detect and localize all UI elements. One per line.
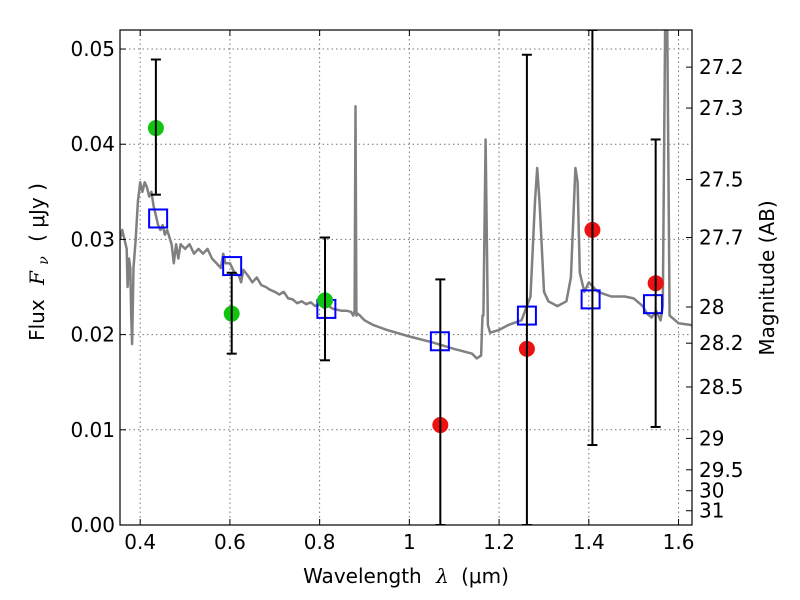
x-tick-label: 0.4 <box>124 530 156 554</box>
y-axis-label-text: Flux <box>25 299 49 341</box>
y-tick-label: 0.04 <box>70 132 115 156</box>
x-tick-label: 1.6 <box>663 530 695 554</box>
x-tick-label: 0.8 <box>304 530 336 554</box>
y-tick-label: 0.05 <box>70 37 115 61</box>
y2-tick-label: 27.2 <box>699 55 744 79</box>
y2-tick-label: 27.7 <box>699 226 744 250</box>
y2-tick-label: 30 <box>699 479 724 503</box>
model-point <box>148 208 169 229</box>
y2-tick-label: 31 <box>699 499 724 523</box>
grid <box>120 30 692 526</box>
x-tick-label: 1 <box>403 530 416 554</box>
spectrum-line <box>120 30 692 360</box>
x-axis-label-unit: (μm) <box>461 564 509 588</box>
plot-frame <box>119 29 693 526</box>
y-tick-label: 0.03 <box>70 227 115 251</box>
x-axis-label-text: Wavelength <box>303 564 422 588</box>
y2-tick-label: 28.5 <box>699 375 744 399</box>
y2-tick-label: 29 <box>699 426 724 450</box>
x-tick-label: 0.6 <box>214 530 246 554</box>
x-tick-label: 1.2 <box>483 530 515 554</box>
y-axis-label-unit: ( μJy ) <box>25 183 49 242</box>
y2-tick-label: 29.5 <box>699 458 744 482</box>
y2-tick-label: 28 <box>699 295 724 319</box>
y-axis-label-symbol: F <box>25 270 49 286</box>
y-tick-label: 0.02 <box>70 323 115 347</box>
plot-area <box>120 30 692 525</box>
y-tick-label: 0.00 <box>70 513 115 537</box>
x-axis-label: Wavelength λ (μm) <box>303 564 509 588</box>
x-axis-label-symbol: λ <box>435 564 449 588</box>
y-axis-label: Flux F ν ( μJy ) <box>25 183 53 341</box>
axis-ticks: 0.4 0.6 0.8 1 1.2 1.4 1.6 0.00 0.01 0.02 0.03 0.04 0… <box>70 30 744 554</box>
y2-tick-label: 28.2 <box>699 331 744 355</box>
y2-axis-label: Magnitude (AB) <box>755 200 779 355</box>
model-point <box>580 289 601 310</box>
y-tick-label: 0.01 <box>70 418 115 442</box>
model-point <box>642 294 663 315</box>
y2-tick-label: 27.3 <box>699 96 744 120</box>
y2-tick-label: 27.5 <box>699 167 744 191</box>
x-tick-label: 1.4 <box>573 530 605 554</box>
y-axis-label-subscript: ν <box>36 256 52 265</box>
